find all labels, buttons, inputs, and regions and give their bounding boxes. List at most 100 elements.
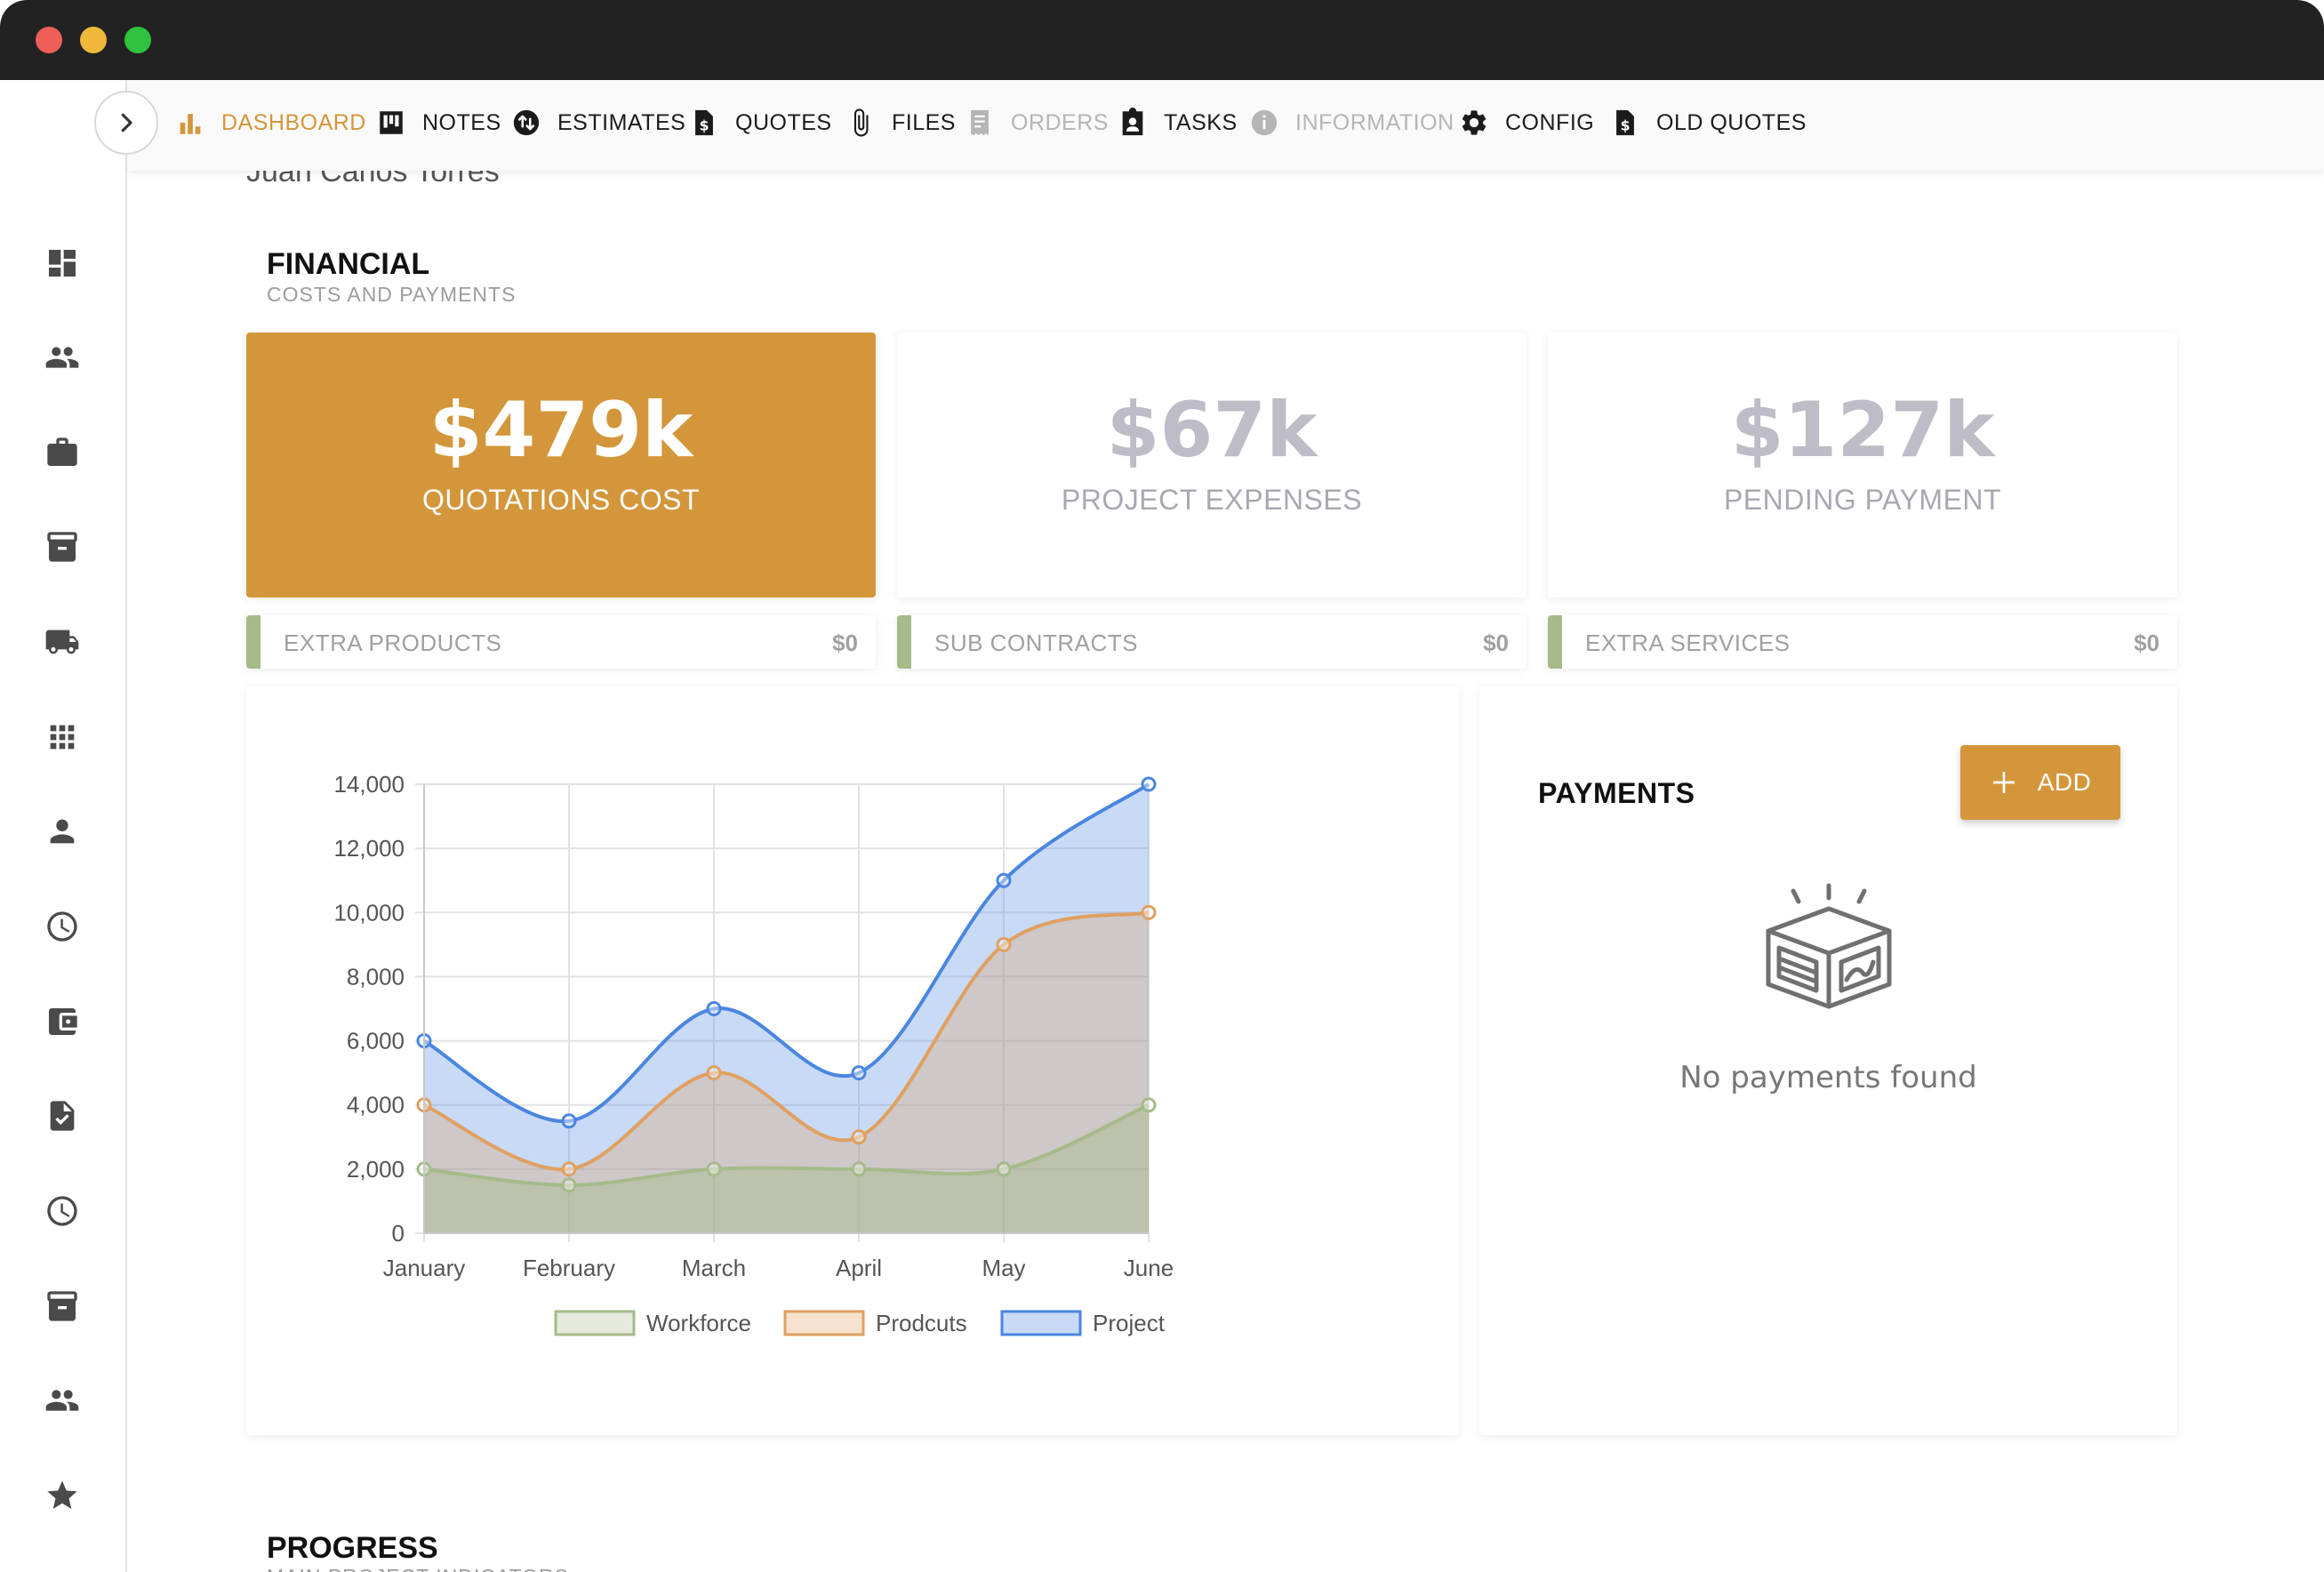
chevron-right-icon <box>121 113 132 132</box>
data-point <box>996 1161 1012 1177</box>
data-point <box>706 1161 722 1177</box>
tab-label: CONFIG <box>1505 109 1595 135</box>
project-expenses-label: PROJECT EXPENSES <box>1061 484 1363 516</box>
data-point <box>996 872 1012 888</box>
extra-services-value: $0 <box>2134 630 2160 656</box>
tab-files[interactable]: FILES <box>845 105 956 140</box>
clock-icon[interactable] <box>43 1191 82 1231</box>
y-tick-label: 6,000 <box>347 1028 405 1055</box>
sidebar <box>0 80 127 1572</box>
quotations-cost-label: QUOTATIONS COST <box>421 484 701 516</box>
briefcase-icon[interactable] <box>43 433 82 472</box>
people-icon[interactable] <box>43 1381 82 1420</box>
tab-label: FILES <box>892 109 956 135</box>
archive-icon[interactable] <box>43 527 82 566</box>
paperclip-icon <box>853 108 869 137</box>
tab-old-quotes[interactable]: $ OLD QUOTES <box>1610 105 1807 140</box>
extra-products-label: EXTRA PRODUCTS <box>284 630 502 656</box>
data-point <box>851 1065 867 1081</box>
bar-chart-icon <box>180 114 201 134</box>
tab-label: ESTIMATES <box>557 109 686 135</box>
x-tick-label: June <box>1124 1255 1174 1281</box>
dollar-document-icon: $ <box>695 109 713 136</box>
data-point <box>561 1177 577 1193</box>
tab-orders[interactable]: ORDERS <box>965 105 1109 140</box>
add-payment-button[interactable]: ADD <box>1960 745 2120 820</box>
y-tick-label: 4,000 <box>347 1092 405 1119</box>
person-icon[interactable] <box>43 812 82 851</box>
financial-area-chart: 0 2,000 4,000 6,000 8,000 10,000 12,000 14,000 J… <box>333 771 1174 1336</box>
tab-label: QUOTES <box>735 109 832 135</box>
series-area-project <box>424 784 1149 1233</box>
progress-title: PROGRESS <box>267 1531 438 1565</box>
legend-label: Workforce <box>646 1310 751 1336</box>
checked-document-icon[interactable] <box>43 1096 82 1135</box>
extra-products-row: EXTRA PRODUCTS $0 <box>246 615 876 669</box>
project-expenses-value: $67k <box>1106 386 1318 475</box>
star-icon[interactable] <box>43 1476 82 1515</box>
info-icon <box>1251 109 1278 136</box>
data-point <box>851 1129 867 1145</box>
sidebar-toggle-button[interactable] <box>94 91 158 155</box>
quotations-cost-value: $479k <box>429 386 693 475</box>
legend-label: Project <box>1093 1310 1166 1336</box>
tab-label: DASHBOARD <box>221 109 366 135</box>
empty-box-icon <box>1766 883 1892 1009</box>
clipboard-user-icon <box>1122 108 1143 136</box>
financial-title: FINANCIAL <box>267 247 430 281</box>
data-point <box>1141 904 1157 920</box>
dollar-document-icon: $ <box>1616 109 1634 136</box>
sub-contracts-label: SUB CONTRACTS <box>934 630 1138 656</box>
quotations-cost-card: $479k QUOTATIONS COST <box>246 333 876 598</box>
tab-information[interactable]: INFORMATION <box>1249 105 1455 140</box>
clock-icon[interactable] <box>43 907 82 946</box>
x-tick-label: February <box>523 1255 615 1281</box>
sync-arrows-icon <box>513 109 540 136</box>
title-bar <box>0 0 2324 80</box>
financial-chart-card: 0 2,000 4,000 6,000 8,000 10,000 12,000 14,000 J… <box>246 686 1459 1435</box>
tab-dashboard[interactable]: DASHBOARD <box>175 105 366 140</box>
x-tick-label: May <box>982 1255 1025 1281</box>
wallet-icon[interactable] <box>43 1002 82 1041</box>
payments-card: PAYMENTS ADD <box>1479 686 2177 1435</box>
sub-contracts-value: $0 <box>1483 630 1509 656</box>
payments-title: PAYMENTS <box>1538 777 1695 809</box>
data-point <box>851 1161 867 1177</box>
people-icon[interactable] <box>43 338 82 377</box>
minimize-window-button[interactable] <box>80 27 107 53</box>
tab-config[interactable]: CONFIG <box>1459 105 1594 140</box>
archive-icon[interactable] <box>43 1287 82 1326</box>
y-tick-label: 14,000 <box>333 771 405 798</box>
x-tick-label: April <box>836 1255 882 1281</box>
tab-estimates[interactable]: ESTIMATES <box>511 105 685 140</box>
sub-contracts-row: SUB CONTRACTS $0 <box>897 615 1527 669</box>
y-tick-label: 2,000 <box>347 1156 405 1183</box>
y-tick-label: 10,000 <box>333 899 405 926</box>
tab-label: NOTES <box>422 109 501 135</box>
extra-products-value: $0 <box>832 630 858 656</box>
data-point <box>1141 1097 1157 1113</box>
zoom-window-button[interactable] <box>124 27 151 53</box>
apps-grid-icon[interactable] <box>43 718 82 757</box>
project-expenses-card: $67k PROJECT EXPENSES <box>897 333 1527 598</box>
tab-notes[interactable]: NOTES <box>376 105 501 140</box>
financial-subtitle: COSTS AND PAYMENTS <box>267 283 517 306</box>
svg-text:$: $ <box>700 118 709 134</box>
tab-label: ORDERS <box>1011 109 1109 135</box>
tab-tasks[interactable]: TASKS <box>1118 105 1238 140</box>
close-window-button[interactable] <box>36 27 62 53</box>
add-payment-label: ADD <box>2037 768 2092 796</box>
data-point <box>996 936 1012 952</box>
tab-quotes[interactable]: $ QUOTES <box>689 105 832 140</box>
gear-icon <box>1462 110 1487 135</box>
y-tick-label: 12,000 <box>333 835 405 862</box>
extra-services-row: EXTRA SERVICES $0 <box>1548 615 2177 669</box>
legend-swatch <box>783 1310 865 1336</box>
truck-icon[interactable] <box>43 622 82 662</box>
dashboard-icon[interactable] <box>43 244 82 283</box>
data-point <box>706 1065 722 1081</box>
legend-label: Prodcuts <box>876 1310 967 1336</box>
legend-swatch <box>1000 1310 1082 1336</box>
data-point <box>561 1113 577 1129</box>
